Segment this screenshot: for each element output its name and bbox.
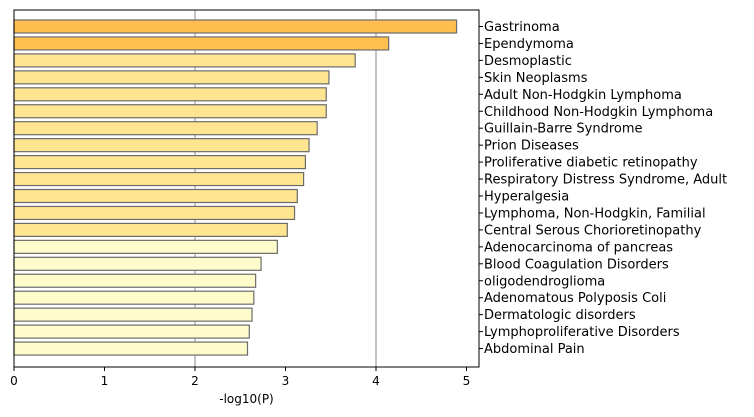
category-label: oligodendroglioma [484, 274, 605, 289]
bar [13, 70, 330, 85]
bars [13, 19, 458, 356]
bar [13, 171, 305, 187]
bar [13, 290, 255, 305]
bar [13, 155, 307, 170]
category-label: Dermatologic disorders [484, 308, 636, 323]
category-label: Blood Coagulation Disorders [484, 257, 669, 272]
bar [13, 341, 249, 356]
x-axis-ticks: 0 1 2 3 4 5 [10, 367, 470, 388]
bar [13, 138, 310, 153]
bar [13, 324, 250, 339]
category-label: Lymphoproliferative Disorders [484, 325, 680, 340]
category-labels: Gastrinoma Ependymoma Desmoplastic Skin Neo… [479, 20, 727, 357]
category-label: Skin Neoplasms [484, 71, 588, 86]
category-label: Hyperalgesia [484, 190, 569, 205]
bar [13, 121, 318, 136]
category-label: Adenocarcinoma of pancreas [484, 240, 673, 255]
bar [13, 188, 298, 204]
grid-lines [194, 10, 377, 367]
x-tick-label: 1 [101, 374, 109, 388]
bar [13, 239, 278, 254]
x-tick-label: 3 [282, 374, 290, 388]
category-label: Respiratory Distress Syndrome, Adult [484, 173, 727, 188]
category-label: Gastrinoma [484, 20, 560, 35]
category-label: Adenomatous Polyposis Coli [484, 291, 666, 306]
x-tick-label: 2 [191, 374, 199, 388]
bar [13, 307, 253, 322]
category-label: Abdominal Pain [484, 342, 585, 357]
category-label: Guillain-Barre Syndrome [484, 122, 643, 137]
bar [13, 87, 327, 102]
category-label: Lymphoma, Non-Hodgkin, Familial [484, 206, 706, 221]
category-label: Proliferative diabetic retinopathy [484, 156, 698, 171]
bar [13, 36, 390, 51]
bar [13, 53, 356, 68]
bar [13, 256, 262, 271]
bar [13, 222, 288, 237]
category-label: Ependymoma [484, 37, 574, 52]
category-label: Prion Diseases [484, 139, 579, 154]
x-axis-label: -log10(P) [219, 392, 274, 406]
bar [13, 104, 327, 119]
category-label: Central Serous Chorioretinopathy [484, 223, 702, 238]
x-tick-label: 0 [10, 374, 18, 388]
x-tick-label: 4 [372, 374, 380, 388]
plot-frame [13, 9, 480, 368]
bar [13, 273, 257, 288]
bar [13, 205, 296, 221]
category-label: Adult Non-Hodgkin Lymphoma [484, 88, 682, 103]
category-label: Desmoplastic [484, 54, 572, 69]
x-tick-label: 5 [463, 374, 471, 388]
bar [13, 19, 458, 34]
category-label: Childhood Non-Hodgkin Lymphoma [484, 105, 713, 120]
